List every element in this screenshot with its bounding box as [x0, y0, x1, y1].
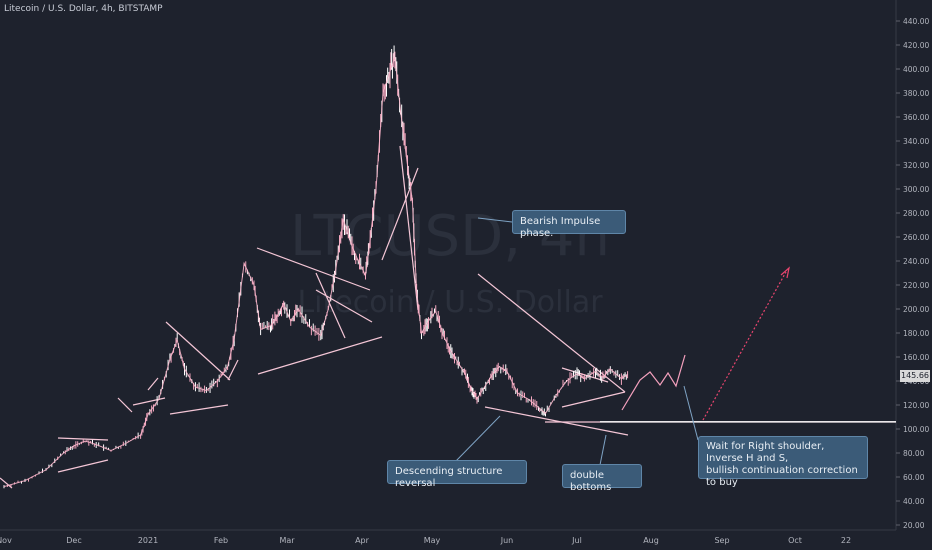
price-tick-label: 400.00 — [903, 65, 929, 74]
trendline — [57, 459, 109, 473]
price-tick-label: 20.00 — [903, 521, 925, 530]
callout-wait-line2: Inverse H and S, — [706, 453, 789, 464]
trendline — [147, 377, 159, 391]
price-axis[interactable]: 20.0040.0060.0080.00100.00120.00140.0016… — [896, 17, 929, 530]
callout-descending-text: Descending structure reversal — [395, 466, 503, 489]
price-series — [3, 45, 629, 489]
price-tick-label: 360.00 — [903, 113, 929, 122]
time-tick-label: Apr — [355, 536, 370, 545]
price-tick-label: 220.00 — [903, 281, 929, 290]
price-tick-label: 60.00 — [903, 473, 925, 482]
price-tick-label: 260.00 — [903, 233, 929, 242]
time-tick-label: 22 — [841, 536, 851, 545]
symbol-header[interactable]: Litecoin / U.S. Dollar, 4h, BITSTAMP — [4, 4, 163, 14]
price-tick-label: 40.00 — [903, 497, 925, 506]
callout-double-bottoms-text: double bottoms — [570, 470, 612, 493]
price-tick-label: 440.00 — [903, 17, 929, 26]
projection-path — [621, 354, 686, 411]
trendline — [315, 272, 346, 339]
price-tick-label: 280.00 — [903, 209, 929, 218]
last-price-tag: 145.66 — [900, 370, 930, 382]
price-line — [3, 56, 628, 488]
trendline — [257, 336, 383, 375]
time-tick-label: Sep — [714, 536, 729, 545]
price-tick-label: 320.00 — [903, 161, 929, 170]
callout-bearish-impulse: Bearish Impulse phase. — [512, 210, 626, 239]
projection-arrow-head — [780, 266, 790, 279]
price-tick-label: 240.00 — [903, 257, 929, 266]
price-tick-label: 420.00 — [903, 41, 929, 50]
price-tick-label: 380.00 — [903, 89, 929, 98]
trendline — [0, 477, 13, 489]
trendline — [132, 397, 166, 406]
callout-double-bottoms: double bottoms — [562, 464, 642, 493]
callout-descending-structure: Descending structure reversal — [387, 460, 527, 489]
price-tick-label: 340.00 — [903, 137, 929, 146]
callout-wait-line1: Wait for Right shoulder, — [706, 441, 825, 452]
price-tick-label: 200.00 — [903, 305, 929, 314]
time-tick-label: Mar — [279, 536, 295, 545]
trendline — [399, 145, 419, 311]
price-tick-label: 120.00 — [903, 401, 929, 410]
price-tick-label: 80.00 — [903, 449, 925, 458]
callout-wait-right-shoulder: Wait for Right shoulder, Inverse H and S… — [698, 436, 868, 488]
watermark-name: Litecoin / U.S. Dollar — [297, 285, 603, 320]
trendline — [315, 289, 373, 323]
callout-wait-line3: bullish continuation correction to buy — [706, 465, 858, 488]
price-tick-label: 100.00 — [903, 425, 929, 434]
time-tick-label: 2021 — [138, 536, 158, 545]
callout-pointer-double-bottoms — [599, 434, 607, 466]
callout-pointer-descending — [454, 415, 501, 463]
callout-pointer-wait — [683, 385, 699, 441]
trendline — [117, 397, 133, 413]
time-axis[interactable]: Nov Dec 2021 Feb Mar Apr May Jun Jul Aug Sep Oct 22 — [0, 536, 851, 545]
callout-pointer-bearish — [477, 217, 513, 223]
trendline — [256, 247, 371, 291]
time-tick-label: Nov — [0, 536, 12, 545]
time-tick-label: Jul — [571, 536, 582, 545]
trendline — [165, 321, 231, 381]
time-tick-label: Feb — [214, 536, 228, 545]
trendline — [561, 391, 626, 408]
trendline — [381, 167, 419, 261]
price-tick-label: 180.00 — [903, 329, 929, 338]
time-tick-label: Jun — [500, 536, 514, 545]
trendline — [169, 404, 229, 415]
time-tick-label: May — [424, 536, 441, 545]
price-tick-label: 300.00 — [903, 185, 929, 194]
price-tick-label: 160.00 — [903, 353, 929, 362]
time-tick-label: Aug — [643, 536, 659, 545]
callout-bearish-text: Bearish Impulse phase. — [520, 216, 601, 239]
time-tick-label: Dec — [66, 536, 81, 545]
time-tick-label: Oct — [788, 536, 802, 545]
trendline — [227, 359, 239, 381]
projection-arrow-line — [702, 271, 787, 421]
trendline — [484, 406, 629, 436]
